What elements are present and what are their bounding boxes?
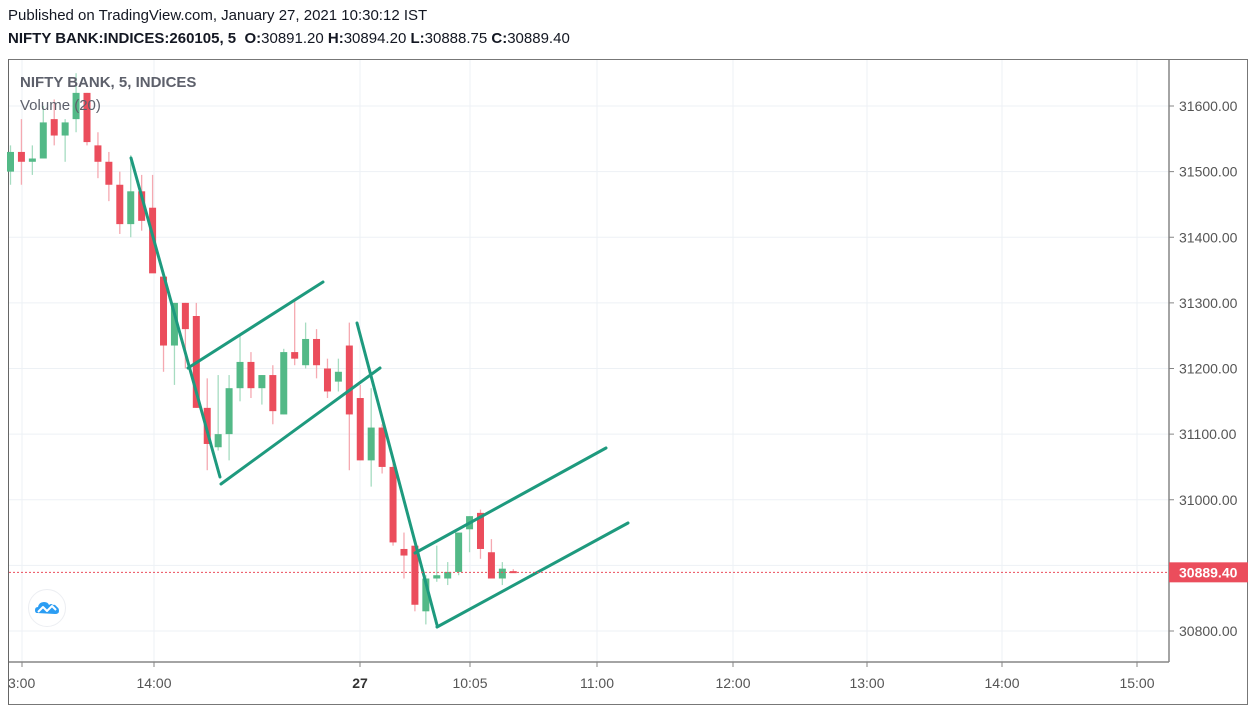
candle: [455, 532, 463, 576]
published-caption: Published on TradingView.com, January 27…: [8, 7, 428, 24]
trendline[interactable]: [435, 521, 630, 629]
last-price-label: 30889.40: [1179, 564, 1238, 580]
candle: [236, 335, 244, 402]
candle: [61, 119, 69, 162]
candle: [291, 299, 299, 366]
candle: [280, 348, 288, 415]
time-tick-label: 10:05: [452, 675, 487, 691]
candle: [345, 322, 353, 471]
legend-title: NIFTY BANK, 5, INDICES: [20, 74, 197, 91]
trendline[interactable]: [129, 156, 222, 479]
candle: [334, 358, 342, 392]
price-tick-label: 31400.00: [1179, 229, 1238, 245]
candle: [367, 388, 375, 487]
candle: [116, 171, 124, 234]
time-tick-label: 13:00: [849, 675, 884, 691]
candle: [72, 73, 80, 133]
trendline[interactable]: [219, 366, 382, 486]
candle: [214, 375, 222, 451]
grid-lines: [9, 60, 1169, 662]
candle: [323, 358, 331, 399]
open-label: O:: [244, 30, 262, 47]
close-label: C:: [491, 30, 508, 47]
time-tick-label: 15:00: [1119, 675, 1154, 691]
candle: [50, 99, 58, 146]
high-value: 30894.20: [343, 30, 407, 47]
candle: [94, 132, 102, 179]
candle: [444, 562, 452, 586]
candle: [302, 322, 310, 369]
candle: [105, 151, 113, 202]
price-tick-label: 31000.00: [1179, 492, 1238, 508]
time-tick-label: 27: [352, 675, 368, 691]
price-tick-label: 31500.00: [1179, 164, 1238, 180]
candle: [127, 155, 135, 238]
high-label: H:: [327, 30, 344, 47]
trendlines[interactable]: [129, 156, 630, 629]
candle: [247, 352, 255, 399]
trendline[interactable]: [186, 280, 325, 370]
candle: [160, 273, 168, 372]
trendline[interactable]: [355, 321, 439, 627]
candle: [83, 92, 91, 146]
price-tick-label: 31600.00: [1179, 98, 1238, 114]
time-tick-label: 12:00: [715, 675, 750, 691]
price-tick-label: 31100.00: [1179, 426, 1237, 442]
time-tick-label: 11:00: [580, 675, 614, 691]
candle: [269, 365, 277, 425]
time-tick-label: 14:00: [984, 675, 1019, 691]
candle: [498, 562, 506, 586]
legend-indicator[interactable]: Volume (20): [20, 97, 101, 114]
candle: [433, 545, 441, 582]
time-tick-label: 3:00: [8, 675, 35, 691]
candle: [487, 539, 495, 579]
candle: [356, 384, 364, 461]
candle: [389, 460, 397, 546]
ohlc-header: NIFTY BANK:INDICES:260105, 5 O:30891.20 …: [8, 30, 570, 47]
trendline[interactable]: [413, 446, 608, 555]
price-tick-label: 31300.00: [1179, 295, 1238, 311]
candle: [17, 119, 25, 185]
cloud-chart-icon: [35, 602, 59, 614]
candle: [400, 532, 408, 579]
candle: [378, 424, 386, 474]
candle: [313, 329, 321, 379]
candle: [138, 174, 146, 231]
candle: [39, 106, 47, 159]
tradingview-logo[interactable]: [28, 589, 66, 627]
time-tick-label: 14:00: [136, 675, 171, 691]
candles: [7, 73, 517, 625]
low-value: 30888.75: [424, 30, 488, 47]
candle: [411, 545, 419, 612]
candle: [225, 375, 233, 461]
open-value: 30891.20: [261, 30, 324, 47]
candle: [28, 145, 36, 175]
symbol-label: NIFTY BANK:INDICES:260105, 5: [8, 30, 237, 47]
chart-frame: [8, 59, 1248, 705]
price-tick-label: 31200.00: [1179, 361, 1238, 377]
last-price-badge: [1169, 562, 1248, 583]
close-value: 30889.40: [507, 30, 570, 47]
price-tick-label: 30800.00: [1179, 623, 1238, 639]
axes: 31600.00 31500.00 31400.00 31300.00 31200.00…: [8, 60, 1248, 691]
candle: [7, 145, 14, 185]
low-label: L:: [410, 30, 425, 47]
candle: [258, 375, 266, 405]
